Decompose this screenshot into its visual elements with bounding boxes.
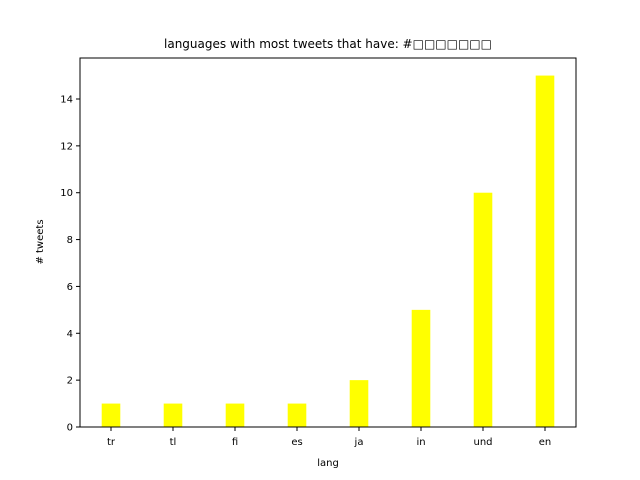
bar-es xyxy=(287,403,307,427)
y-tick-label-2: 2 xyxy=(67,376,73,387)
y-tick-label-6: 6 xyxy=(67,282,73,293)
x-tick-label-und: und xyxy=(473,437,492,448)
bar-en xyxy=(535,75,555,427)
y-tick-label-14: 14 xyxy=(60,95,73,106)
y-axis: 0 2 4 6 8 10 12 14 xyxy=(60,95,80,434)
y-tick-label-0: 0 xyxy=(67,423,73,434)
y-tick-label-8: 8 xyxy=(67,235,73,246)
bar-in xyxy=(411,309,431,427)
x-tick-label-es: es xyxy=(291,437,302,448)
chart-title: languages with most tweets that have: #□… xyxy=(164,37,492,51)
x-axis-label: lang xyxy=(317,458,339,469)
x-tick-label-en: en xyxy=(539,437,552,448)
y-tick-label-4: 4 xyxy=(67,329,73,340)
bar-tr xyxy=(101,403,121,427)
x-tick-label-in: in xyxy=(416,437,425,448)
x-tick-label-ja: ja xyxy=(354,437,364,448)
bar-und xyxy=(473,192,493,427)
x-tick-label-tl: tl xyxy=(170,437,177,448)
x-tick-label-fi: fi xyxy=(232,437,238,448)
plot-frame xyxy=(79,57,577,428)
y-tick-label-10: 10 xyxy=(60,188,73,199)
y-tick-label-12: 12 xyxy=(60,141,73,152)
x-axis: tr tl fi es ja in und en xyxy=(107,427,551,448)
bar-ja xyxy=(349,380,369,427)
bar-tl xyxy=(163,403,183,427)
bars-layer xyxy=(101,75,555,427)
x-tick-label-tr: tr xyxy=(107,437,116,448)
bar-fi xyxy=(225,403,245,427)
y-axis-label: # tweets xyxy=(35,219,46,264)
